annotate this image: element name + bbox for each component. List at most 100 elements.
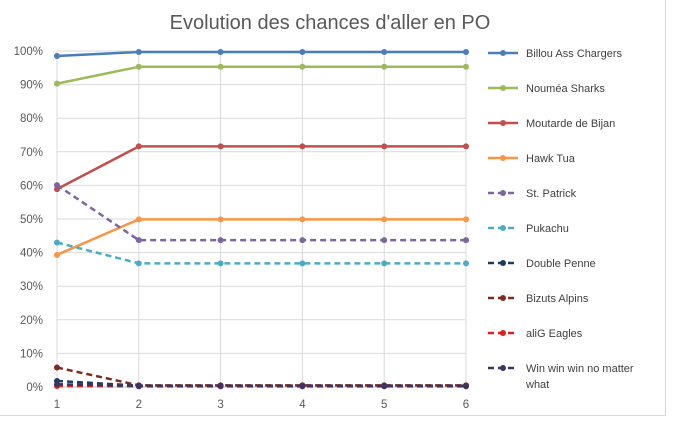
y-tick-label: 100% (14, 46, 43, 58)
data-point (136, 260, 142, 266)
data-point (218, 216, 224, 222)
series-line (57, 67, 466, 84)
x-tick-label: 4 (299, 399, 306, 411)
legend-marker (500, 155, 506, 161)
data-point (136, 49, 142, 55)
y-tick-label: 80% (20, 113, 43, 125)
legend-item: Pukachu (488, 223, 569, 235)
legend-label: Nouméa Sharks (526, 83, 605, 95)
data-point (136, 383, 142, 389)
legend-label: Pukachu (526, 223, 569, 235)
y-tick-label: 70% (20, 147, 43, 159)
legend-item: Bizuts Alpins (488, 293, 589, 305)
data-point (218, 383, 224, 389)
series-line (57, 219, 466, 255)
data-point (463, 64, 469, 70)
data-point (218, 143, 224, 149)
x-axis: 1 2 3 4 5 6 (54, 399, 469, 411)
series-group (54, 143, 469, 192)
legend-marker (500, 225, 506, 231)
data-point (463, 260, 469, 266)
x-tick-label: 5 (381, 399, 387, 411)
legend-label: Double Penne (526, 258, 596, 270)
y-tick-label: 60% (20, 180, 43, 192)
data-point (218, 237, 224, 243)
y-tick-label: 30% (20, 281, 43, 293)
x-tick-label: 1 (54, 399, 60, 411)
data-point (54, 240, 60, 246)
series-group (54, 182, 469, 243)
data-point (463, 49, 469, 55)
series-line (57, 368, 466, 386)
data-point (299, 237, 305, 243)
x-tick-label: 6 (463, 399, 469, 411)
data-point (463, 237, 469, 243)
legend-label: Moutarde de Bijan (526, 118, 615, 130)
data-point (381, 383, 387, 389)
data-point (218, 64, 224, 70)
data-point (381, 49, 387, 55)
legend-item: Double Penne (488, 258, 596, 270)
data-point (299, 143, 305, 149)
legend-label: Hawk Tua (526, 153, 576, 165)
data-point (381, 260, 387, 266)
legend-item: Billou Ass Chargers (488, 48, 622, 60)
data-point (299, 216, 305, 222)
data-point (218, 260, 224, 266)
y-axis: 0% 10% 20% 30% 40% 50% 60% 70% 80% 90% 100% (14, 46, 43, 394)
y-tick-label: 50% (20, 214, 43, 226)
legend-item: aliG Eagles (488, 328, 583, 340)
y-tick-label: 90% (20, 80, 43, 92)
legend-marker (500, 190, 506, 196)
legend-marker (500, 365, 506, 371)
y-tick-label: 0% (26, 382, 43, 394)
data-point (54, 53, 60, 59)
legend-marker (500, 295, 506, 301)
legend-item: Nouméa Sharks (488, 83, 605, 95)
data-point (136, 64, 142, 70)
y-tick-label: 20% (20, 315, 43, 327)
data-point (136, 237, 142, 243)
legend-item: St. Patrick (488, 188, 577, 200)
data-point (381, 143, 387, 149)
data-point (381, 216, 387, 222)
data-point (54, 365, 60, 371)
data-point (299, 383, 305, 389)
series-line (57, 146, 466, 189)
data-point (299, 260, 305, 266)
legend-label: St. Patrick (526, 188, 577, 200)
data-point (218, 49, 224, 55)
data-point (463, 143, 469, 149)
data-point (299, 49, 305, 55)
legend-marker (500, 85, 506, 91)
data-point (299, 64, 305, 70)
data-point (54, 252, 60, 258)
x-tick-label: 2 (136, 399, 142, 411)
x-tick-label: 3 (217, 399, 223, 411)
series-group (54, 216, 469, 258)
legend-label: aliG Eagles (526, 328, 583, 340)
chart-title: Evolution des chances d'aller en PO (170, 12, 491, 34)
legend-item: Moutarde de Bijan (488, 118, 615, 130)
series-line (57, 52, 466, 56)
y-tick-label: 40% (20, 248, 43, 260)
data-point (463, 383, 469, 389)
legend-label: Bizuts Alpins (526, 293, 589, 305)
legend-marker (500, 260, 506, 266)
data-point (381, 237, 387, 243)
data-point (136, 143, 142, 149)
data-point (54, 81, 60, 87)
legend-item: Hawk Tua (488, 153, 576, 165)
data-point (54, 182, 60, 188)
chart-frame: Evolution des chances d'aller en PO 0% 10… (0, 0, 666, 416)
data-point (54, 381, 60, 387)
legend-marker (500, 330, 506, 336)
legend-marker (500, 50, 506, 56)
line-chart: Evolution des chances d'aller en PO 0% 10… (0, 0, 666, 416)
data-point (136, 216, 142, 222)
legend-label: Billou Ass Chargers (526, 48, 622, 60)
legend: Billou Ass Chargers Nouméa Sharks Moutarde… (488, 48, 634, 391)
y-tick-label: 10% (20, 348, 43, 360)
